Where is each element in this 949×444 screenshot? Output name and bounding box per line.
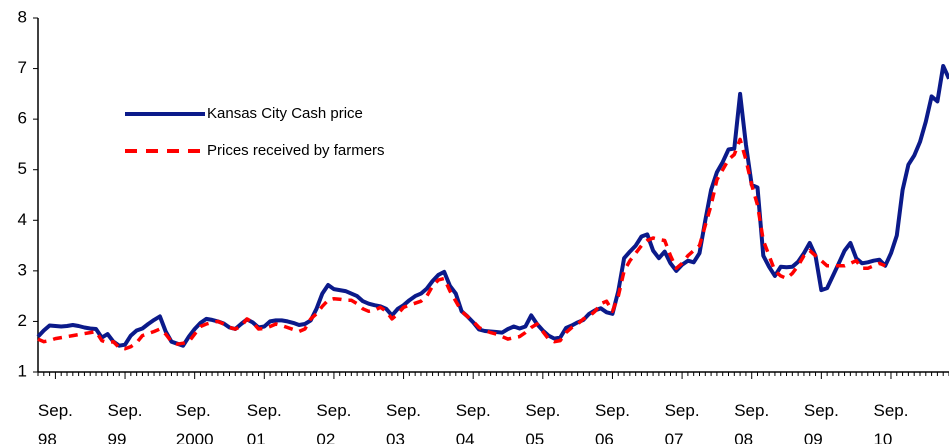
x-tick-label: Sep. 09 (803, 401, 839, 444)
x-tick-label: Sep. 08 (734, 401, 770, 444)
legend-label: Prices received by farmers (207, 142, 385, 159)
x-tick-label: Sep. 06 (594, 401, 630, 444)
x-tick-label: Sep. 04 (455, 401, 491, 444)
x-tick-label: Sep. 07 (664, 401, 700, 444)
x-tick-label: Sep. 05 (525, 401, 561, 444)
series-line (36, 64, 949, 348)
series-line (37, 137, 886, 351)
y-tick-label: 7 (18, 58, 27, 77)
y-tick-label: 2 (18, 311, 27, 330)
y-tick-label: 3 (18, 260, 27, 279)
x-tick-label: Sep. 03 (386, 401, 422, 444)
legend-label: Kansas City Cash price (207, 105, 363, 122)
x-tick-label: Sep. 98 (37, 401, 73, 444)
x-tick-label: Sep. 02 (316, 401, 352, 444)
y-tick-label: 8 (18, 7, 27, 26)
y-tick-label: 5 (18, 159, 27, 178)
y-tick-label: 6 (18, 109, 27, 128)
y-tick-label: 4 (18, 210, 27, 229)
x-tick-label: Sep. 99 (107, 401, 143, 444)
x-tick-label: Sep. 2000 (175, 401, 214, 444)
y-tick-label: 1 (18, 361, 27, 380)
x-tick-label: Sep. 01 (246, 401, 282, 444)
x-tick-label: Sep. 10 (873, 401, 909, 444)
